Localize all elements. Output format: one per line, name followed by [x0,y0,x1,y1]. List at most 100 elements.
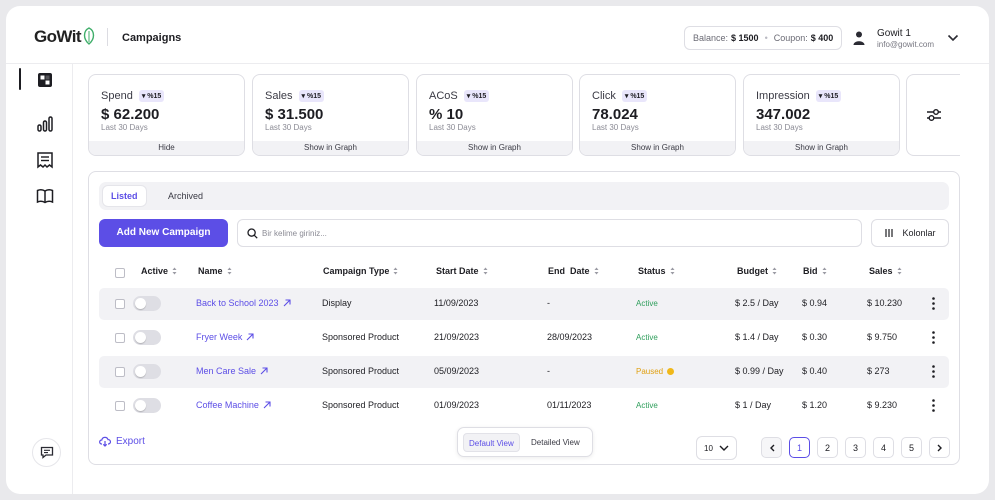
app-window: GoWit Campaigns Balance: $ 1500 • Coupon… [6,6,989,494]
select-all-checkbox[interactable] [115,268,125,278]
column-header-active[interactable]: Active [141,266,177,276]
next-page-button[interactable] [929,437,950,458]
column-header-name[interactable]: Name [198,266,232,276]
sales: $ 10.230 [867,298,903,308]
previous-page-button[interactable] [761,437,782,458]
logo-text: GoWit [34,27,81,46]
chevron-down-icon[interactable] [947,34,959,42]
row-checkbox[interactable] [115,401,125,411]
page-button-5[interactable]: 5 [901,437,922,458]
page-title: Campaigns [122,32,182,44]
more-options-icon[interactable] [932,365,935,378]
table-row[interactable]: Coffee Machine Sponsored Product 01/09/2… [99,390,949,422]
user-icon[interactable] [852,30,866,46]
detailed-view-button[interactable]: Detailed View [531,438,580,447]
export-label: Export [116,436,145,447]
column-header-sales[interactable]: Sales [869,266,902,276]
campaign-name-link[interactable]: Men Care Sale [196,366,268,376]
sidebar [6,64,73,494]
search-input[interactable] [262,225,842,242]
show-in-graph-button[interactable]: Show in Graph [417,141,572,155]
start-date: 01/09/2023 [434,400,480,410]
book-icon[interactable] [36,187,54,205]
start-date: 05/09/2023 [434,366,480,376]
metric-title: Impression ▾ %15 [756,90,842,102]
change-value: %15 [824,93,839,100]
metric-value: 78.024 [592,106,638,123]
hide-button[interactable]: Hide [89,141,244,155]
export-button[interactable]: Export [99,436,145,447]
more-options-icon[interactable] [932,297,935,310]
campaign-name-link[interactable]: Coffee Machine [196,400,271,410]
change-value: %15 [472,93,487,100]
page-button-4[interactable]: 4 [873,437,894,458]
column-header-bid[interactable]: Bid [803,266,827,276]
sliders-icon [926,109,941,121]
metric-title: Spend ▾ %15 [101,90,165,102]
add-campaign-button[interactable]: Add New Campaign [99,219,228,247]
sidebar-active-indicator [19,68,21,90]
dashboard-icon[interactable] [36,71,54,89]
metric-card-click: Click ▾ %15 78.024 Last 30 Days Show in G… [579,74,736,156]
show-in-graph-button[interactable]: Show in Graph [744,141,899,155]
active-toggle[interactable] [133,330,161,345]
sort-icon [772,267,777,275]
table-row[interactable]: Back to School 2023 Display 11/09/2023 -… [99,288,949,320]
campaign-type: Display [322,298,352,308]
column-header-budget[interactable]: Budget [737,266,777,276]
tab-archived[interactable]: Archived [168,191,204,201]
chevron-left-icon [769,444,774,451]
bid: $ 0.40 [802,366,828,376]
logo[interactable]: GoWit [34,27,96,47]
show-in-graph-button[interactable]: Show in Graph [580,141,735,155]
page-size-select[interactable]: 10 [696,436,737,460]
column-header-status[interactable]: Status [638,266,675,276]
metric-settings-button[interactable] [906,74,960,156]
column-header-campaign-type[interactable]: Campaign Type [323,266,398,276]
campaign-name-link[interactable]: Fryer Week [196,332,254,342]
columns-button[interactable]: Kolonlar [871,219,949,247]
more-options-icon[interactable] [932,331,935,344]
chat-button[interactable] [32,438,61,467]
change-badge: ▾ %15 [463,90,490,102]
sort-icon [897,267,902,275]
table-row[interactable]: Fryer Week Sponsored Product 21/09/2023 … [99,322,949,354]
change-badge: ▾ %15 [138,90,165,102]
default-view-button[interactable]: Default View [463,433,520,452]
external-link-icon [246,333,254,341]
table-header: Active Name Campaign Type Start Date End… [99,260,949,284]
receipt-icon[interactable] [36,151,54,169]
campaign-type: Sponsored Product [322,400,400,410]
active-toggle[interactable] [133,398,161,413]
page-button-1[interactable]: 1 [789,437,810,458]
top-header: GoWit Campaigns Balance: $ 1500 • Coupon… [6,6,989,64]
table-row[interactable]: Men Care Sale Sponsored Product 05/09/20… [99,356,949,388]
tabs-bar: Listed Archived [99,182,949,210]
bar-chart-icon[interactable] [36,115,54,133]
active-toggle[interactable] [133,364,161,379]
row-checkbox[interactable] [115,333,125,343]
page-button-3[interactable]: 3 [845,437,866,458]
header-label: Start Date [436,266,479,276]
change-badge: ▾ %15 [815,90,842,102]
page-button-2[interactable]: 2 [817,437,838,458]
budget: $ 2.5 / Day [735,298,779,308]
row-checkbox[interactable] [115,299,125,309]
tab-listed[interactable]: Listed [103,186,146,206]
column-header-end-date[interactable]: End Date [548,266,599,276]
header-label: Active [141,266,169,276]
metric-card-spend: Spend ▾ %15 $ 62.200 Last 30 Days Hide [88,74,245,156]
column-header-start-date[interactable]: Start Date [436,266,488,276]
start-date: 21/09/2023 [434,332,480,342]
campaign-name-link[interactable]: Back to School 2023 [196,298,291,308]
active-toggle[interactable] [133,296,161,311]
show-in-graph-button[interactable]: Show in Graph [253,141,408,155]
balance-label: Balance: [693,33,729,43]
chevron-right-icon [937,444,942,451]
header-label: Campaign Type [323,266,390,276]
header-label: Bid [803,266,818,276]
header-divider [107,28,108,46]
metric-period: Last 30 Days [756,123,803,132]
more-options-icon[interactable] [932,399,935,412]
row-checkbox[interactable] [115,367,125,377]
